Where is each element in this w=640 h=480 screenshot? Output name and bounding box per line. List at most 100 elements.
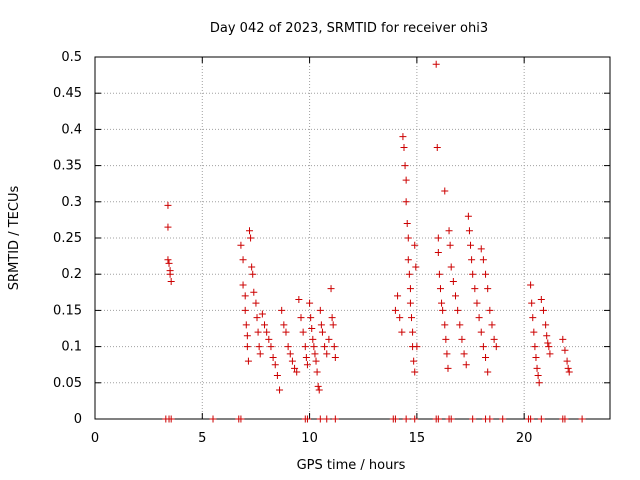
data-point [166, 270, 174, 278]
data-point [468, 256, 476, 264]
data-point [271, 361, 279, 369]
data-point [445, 227, 453, 235]
data-point [564, 364, 572, 372]
data-point [323, 350, 331, 358]
data-point [396, 314, 404, 322]
data-point [404, 234, 412, 242]
data-point [475, 314, 483, 322]
data-point [542, 321, 550, 329]
data-point [410, 357, 418, 365]
data-point [486, 306, 494, 314]
y-tick-label: 0.2 [61, 267, 82, 282]
data-point [477, 245, 485, 253]
data-point [330, 343, 338, 351]
data-point [299, 328, 307, 336]
data-point [484, 368, 492, 376]
data-point [243, 332, 251, 340]
data-point [391, 415, 399, 423]
data-point [402, 176, 410, 184]
data-point [452, 292, 459, 300]
data-point [291, 364, 299, 372]
data-point [530, 328, 538, 336]
data-point [436, 285, 444, 293]
data-point [394, 292, 402, 300]
data-point [391, 306, 399, 314]
data-point [438, 299, 446, 307]
data-point [471, 285, 479, 293]
data-point [246, 227, 253, 235]
data-point [531, 343, 539, 351]
data-point [316, 306, 324, 314]
data-point [252, 299, 260, 307]
data-point [269, 353, 277, 361]
plot-frame [94, 56, 611, 420]
data-point [242, 321, 250, 329]
y-tick-label: 0.4 [61, 122, 82, 137]
data-point [306, 299, 314, 307]
data-point [331, 415, 339, 423]
data-point [532, 353, 540, 361]
data-point [241, 292, 249, 300]
x-tick-label: 15 [409, 431, 426, 446]
data-point [402, 198, 410, 206]
data-point [286, 350, 294, 358]
x-tick-label: 10 [301, 431, 318, 446]
data-point [411, 241, 419, 249]
data-points [162, 60, 586, 423]
data-point [165, 259, 173, 267]
data-point [499, 415, 507, 423]
data-point [565, 368, 573, 376]
data-point [400, 144, 408, 151]
data-point [413, 343, 421, 351]
data-point [253, 314, 261, 322]
data-point [439, 306, 447, 314]
data-point [297, 314, 305, 322]
data-point [247, 234, 255, 242]
data-point [256, 350, 264, 358]
y-axis: 0 0.05 0.1 0.15 0.2 0.25 0.3 0.35 0.4 0.45 0.5 [53, 50, 610, 427]
y-tick-label: 0.5 [61, 50, 82, 65]
data-point [328, 314, 336, 322]
y-tick-label: 0.25 [53, 231, 82, 246]
data-point [327, 285, 335, 293]
data-point [167, 415, 175, 423]
data-point [469, 270, 477, 278]
data-point [309, 335, 317, 343]
data-point [312, 357, 320, 365]
data-point [313, 368, 321, 376]
data-point [406, 299, 414, 307]
y-tick-label: 0.35 [53, 159, 82, 174]
data-point [164, 201, 172, 209]
data-point [578, 415, 586, 423]
data-point [249, 270, 257, 278]
data-point [486, 415, 494, 423]
data-point [278, 306, 286, 314]
data-point [492, 343, 500, 351]
data-point [479, 343, 487, 351]
data-point [539, 306, 547, 314]
data-point [267, 343, 275, 351]
data-point [545, 343, 553, 351]
data-point [321, 343, 329, 351]
y-tick-label: 0.05 [53, 376, 82, 391]
data-point [490, 335, 498, 343]
x-tick-label: 5 [198, 431, 206, 446]
data-point [535, 379, 543, 387]
data-point [164, 223, 172, 231]
data-point [559, 335, 567, 343]
data-point [282, 328, 290, 336]
data-point [403, 220, 411, 228]
data-point [484, 285, 492, 293]
data-point [308, 325, 316, 332]
data-point [263, 328, 271, 336]
data-point [477, 328, 485, 336]
y-tick-label: 0.3 [61, 195, 82, 210]
data-point [529, 314, 537, 322]
data-point [456, 321, 464, 329]
data-point [255, 343, 263, 351]
data-point [441, 187, 449, 195]
data-point [307, 314, 315, 322]
data-point [310, 343, 318, 351]
data-point [533, 364, 541, 372]
